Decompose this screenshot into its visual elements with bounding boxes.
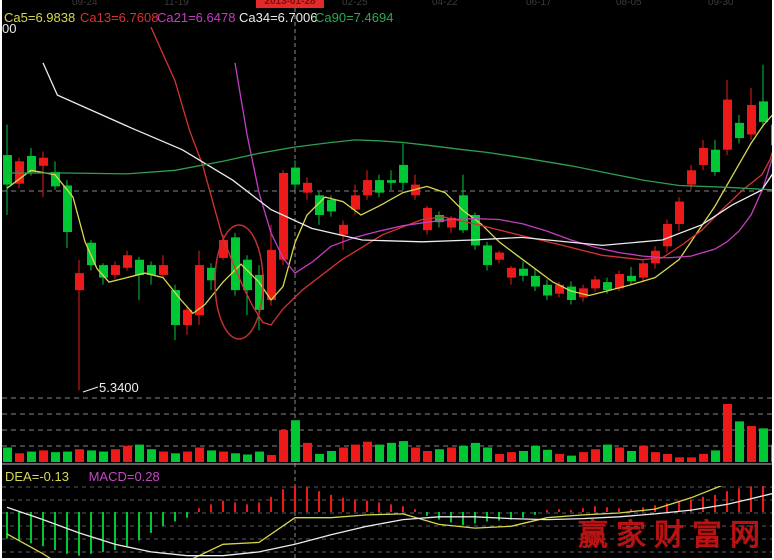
ma-label: Ca34=6.7006 <box>239 10 318 25</box>
date-axis-label: 02-25 <box>342 0 368 8</box>
ma-lines <box>6 26 772 326</box>
macd-value-label: MACD=0.28 <box>88 469 160 484</box>
volume-bars <box>3 404 772 462</box>
ma-label: Ca13=6.7608 <box>80 10 159 25</box>
ma-label: Ca90=7.4694 <box>315 10 394 25</box>
date-axis-label: 04-22 <box>432 0 458 8</box>
dea-value-label: DEA=-0.13 <box>5 469 69 484</box>
ma-line-Ca21 <box>234 62 772 274</box>
macd-gridlines <box>2 486 772 553</box>
ma-line-Ca5 <box>6 114 772 315</box>
date-axis-label: 09-24 <box>72 0 98 8</box>
ma-label: Ca5=6.9838 <box>4 10 76 25</box>
ma-line-Ca34 <box>42 62 772 247</box>
date-axis-label: 08-05 <box>616 0 642 8</box>
macd-panel <box>6 486 772 558</box>
dif-line <box>6 486 723 558</box>
date-axis: 09-24 11-19 02-25 04-22 06-17 08-05 09-30 <box>2 0 772 8</box>
macd-indicator-legend: DEA=-0.13 MACD=0.28 <box>5 469 176 484</box>
ma-label: Ca21=6.6478 <box>157 10 236 25</box>
ma-line-Ca90 <box>7 139 772 191</box>
low-pointer-line <box>82 386 99 393</box>
ma-legend: Ca5=6.9838 Ca13=6.7608 Ca21=6.6478 Ca34=6.7… <box>2 10 772 25</box>
date-axis-label: 06-17 <box>526 0 552 8</box>
ma-line-Ca13 <box>150 26 772 326</box>
dea-line <box>6 493 772 557</box>
candlesticks <box>3 64 772 391</box>
date-axis-label: 11-19 <box>164 0 189 8</box>
date-axis-label: 09-30 <box>708 0 734 8</box>
ellipse-annotation <box>214 224 264 340</box>
